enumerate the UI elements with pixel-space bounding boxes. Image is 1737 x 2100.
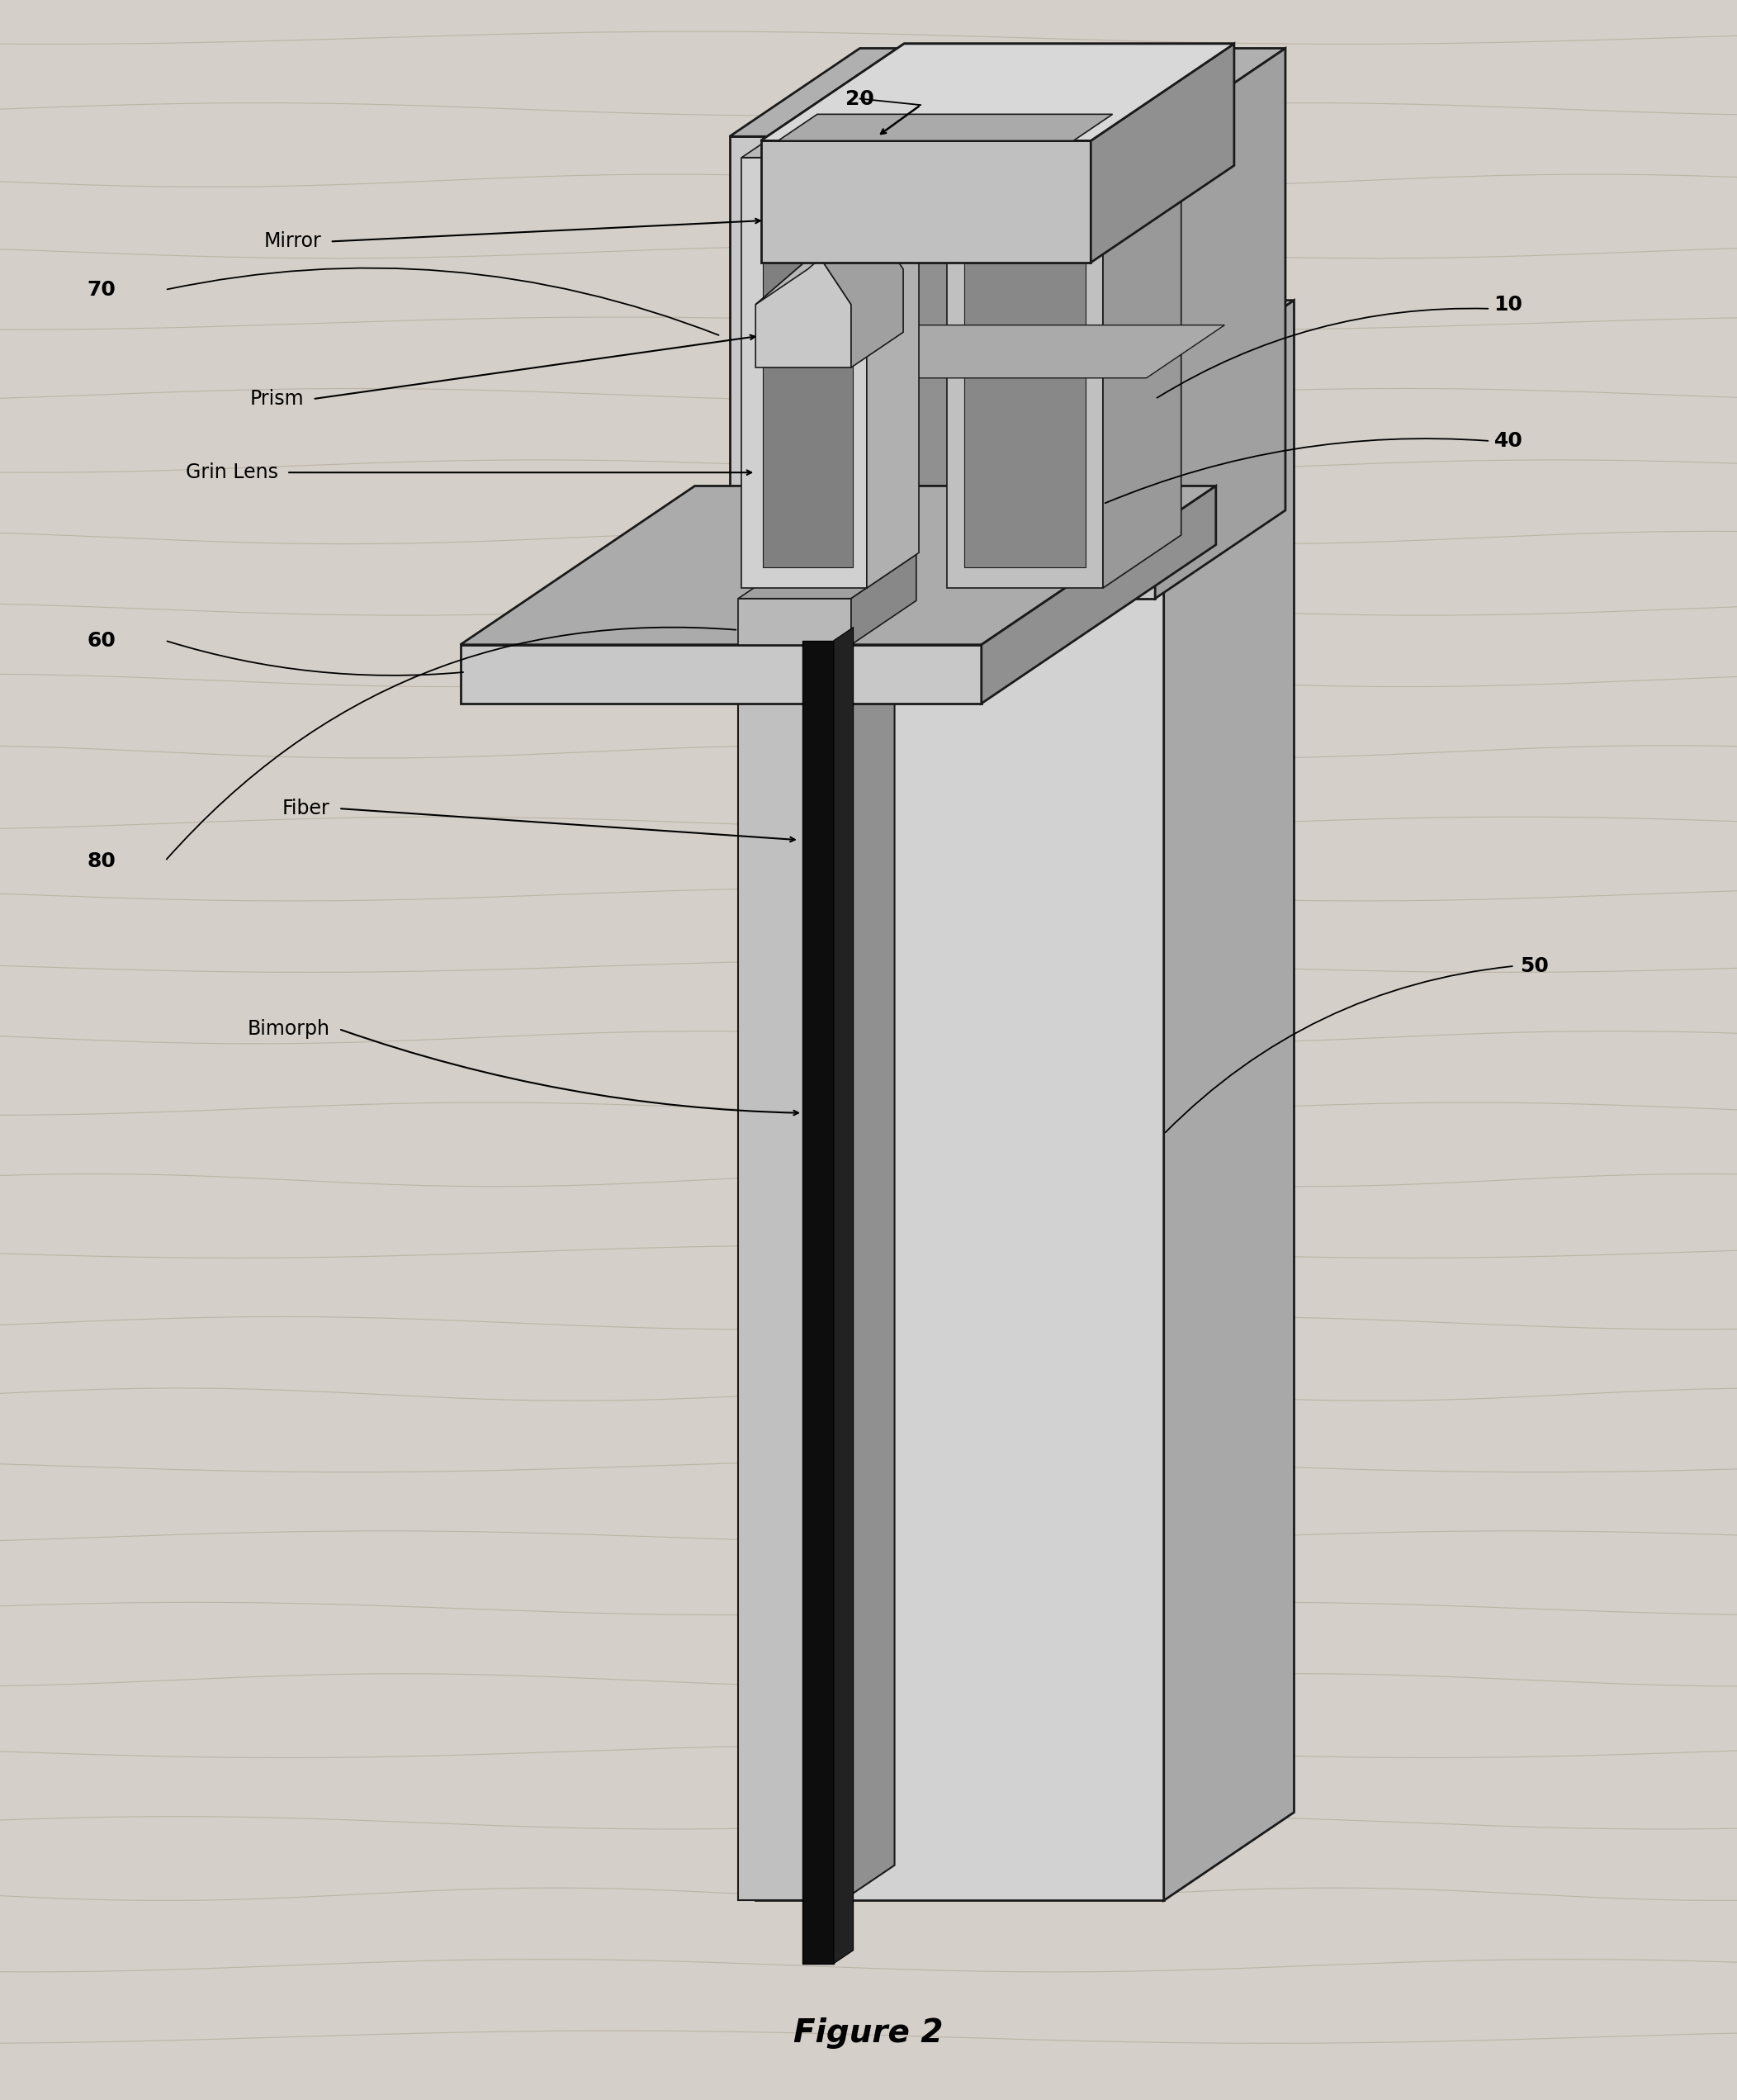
Polygon shape xyxy=(738,598,851,645)
Polygon shape xyxy=(747,326,1225,378)
Text: Mirror: Mirror xyxy=(264,231,321,252)
Polygon shape xyxy=(947,94,1181,147)
Polygon shape xyxy=(867,122,919,588)
Text: Prism: Prism xyxy=(250,388,304,410)
Text: Figure 2: Figure 2 xyxy=(794,2018,943,2047)
Polygon shape xyxy=(947,147,1103,588)
Polygon shape xyxy=(756,252,851,368)
Polygon shape xyxy=(773,168,1120,567)
Polygon shape xyxy=(834,628,853,1964)
Polygon shape xyxy=(761,141,1091,262)
Polygon shape xyxy=(738,353,895,389)
Polygon shape xyxy=(763,179,853,567)
Polygon shape xyxy=(761,44,1233,141)
Polygon shape xyxy=(816,216,903,368)
Polygon shape xyxy=(738,554,917,598)
Text: 40: 40 xyxy=(1494,430,1523,452)
Polygon shape xyxy=(756,300,1294,388)
Polygon shape xyxy=(460,645,981,704)
Polygon shape xyxy=(842,353,895,1900)
Polygon shape xyxy=(1091,44,1233,262)
Polygon shape xyxy=(851,554,917,645)
Polygon shape xyxy=(756,388,1164,1900)
Polygon shape xyxy=(1164,300,1294,1900)
Polygon shape xyxy=(742,122,919,158)
Polygon shape xyxy=(742,158,867,588)
Polygon shape xyxy=(756,216,868,304)
Polygon shape xyxy=(460,485,1216,645)
Text: 10: 10 xyxy=(1494,294,1523,315)
Text: Grin Lens: Grin Lens xyxy=(186,462,278,483)
Text: 20: 20 xyxy=(846,88,874,109)
Polygon shape xyxy=(730,48,1285,137)
Text: 50: 50 xyxy=(1520,956,1549,977)
Polygon shape xyxy=(964,168,1086,567)
Text: Fiber: Fiber xyxy=(283,798,330,819)
Text: Bimorph: Bimorph xyxy=(247,1019,330,1040)
Polygon shape xyxy=(761,44,1233,141)
Text: 70: 70 xyxy=(87,279,116,300)
Polygon shape xyxy=(1103,94,1181,588)
Polygon shape xyxy=(738,388,842,1900)
Polygon shape xyxy=(981,485,1216,704)
Polygon shape xyxy=(1155,48,1285,598)
Polygon shape xyxy=(778,113,1112,141)
Text: 60: 60 xyxy=(87,630,116,651)
Text: 80: 80 xyxy=(87,850,116,871)
Polygon shape xyxy=(802,640,834,1964)
Polygon shape xyxy=(730,137,1155,598)
